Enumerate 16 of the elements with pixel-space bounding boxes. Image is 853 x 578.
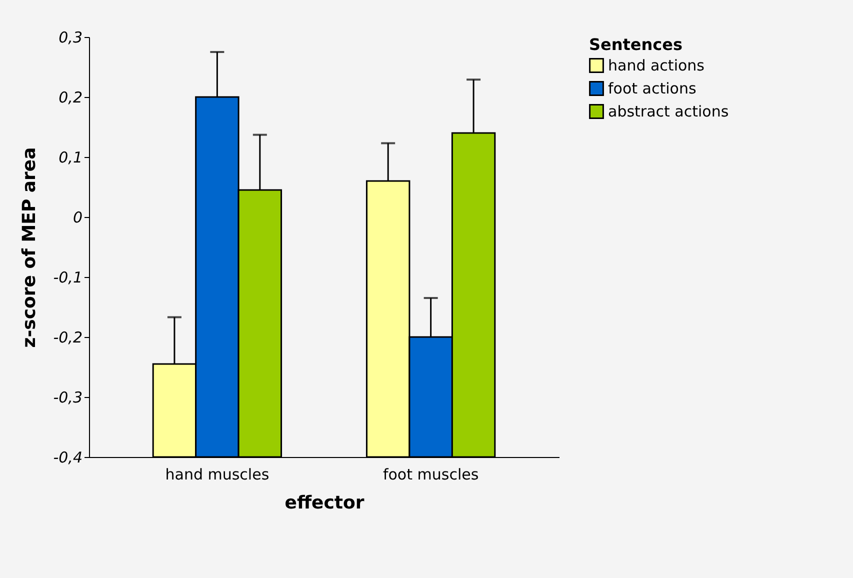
x-tick-label: hand muscles (165, 466, 270, 484)
legend-label: foot actions (608, 80, 696, 98)
y-axis-title: z-score of MEP area (19, 147, 40, 348)
y-tick-label: -0,1 (53, 268, 82, 286)
y-tick-label: 0,3 (58, 28, 82, 46)
y-tick-label: 0,2 (58, 88, 82, 106)
x-axis-title: effector (284, 492, 364, 514)
legend-label: abstract actions (608, 102, 729, 120)
legend-label: hand actions (608, 56, 705, 74)
y-tick-label: -0,3 (53, 388, 82, 406)
x-tick-label: foot muscles (382, 466, 479, 484)
legend-title: Sentences (589, 35, 683, 54)
y-tick-label: 0 (72, 208, 82, 226)
y-tick-label: -0,4 (53, 448, 82, 466)
y-tick-label: -0,2 (53, 328, 82, 346)
y-tick-label: 0,1 (58, 148, 82, 166)
